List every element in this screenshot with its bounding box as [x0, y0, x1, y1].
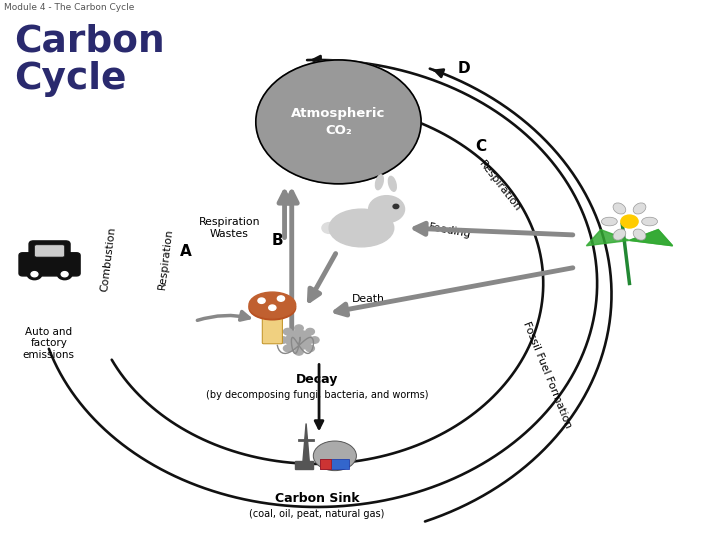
- Polygon shape: [629, 230, 672, 246]
- Text: C: C: [475, 139, 486, 153]
- FancyBboxPatch shape: [29, 241, 70, 260]
- Text: (by decomposing fungi, bacteria, and worms): (by decomposing fungi, bacteria, and wor…: [206, 389, 428, 400]
- Ellipse shape: [642, 217, 657, 226]
- Text: Decay: Decay: [296, 374, 338, 387]
- Ellipse shape: [633, 229, 646, 240]
- Circle shape: [306, 345, 315, 352]
- Circle shape: [31, 272, 38, 277]
- Ellipse shape: [313, 441, 356, 471]
- FancyBboxPatch shape: [320, 458, 331, 469]
- Ellipse shape: [613, 229, 626, 240]
- FancyBboxPatch shape: [320, 458, 349, 469]
- Polygon shape: [629, 230, 672, 246]
- Circle shape: [269, 305, 276, 310]
- Circle shape: [369, 195, 405, 222]
- Circle shape: [621, 215, 638, 228]
- Circle shape: [61, 272, 68, 277]
- Circle shape: [258, 298, 265, 303]
- Circle shape: [294, 325, 303, 332]
- Ellipse shape: [613, 203, 626, 214]
- FancyBboxPatch shape: [19, 253, 80, 276]
- Text: Carbon Sink: Carbon Sink: [274, 492, 359, 505]
- Circle shape: [58, 269, 72, 280]
- Text: Auto and
factory
emissions: Auto and factory emissions: [23, 327, 75, 360]
- Circle shape: [256, 60, 421, 184]
- Ellipse shape: [329, 209, 394, 247]
- Text: Death: Death: [351, 294, 384, 303]
- Text: Atmospheric
CO₂: Atmospheric CO₂: [292, 107, 386, 137]
- Circle shape: [393, 204, 399, 208]
- Polygon shape: [586, 230, 629, 246]
- Ellipse shape: [388, 177, 396, 191]
- Text: Carbon
Cycle: Carbon Cycle: [14, 23, 164, 97]
- Text: (coal, oil, peat, natural gas): (coal, oil, peat, natural gas): [249, 509, 384, 518]
- Circle shape: [284, 345, 292, 352]
- Ellipse shape: [249, 295, 296, 320]
- Circle shape: [294, 349, 303, 355]
- Ellipse shape: [601, 217, 617, 226]
- Circle shape: [322, 222, 336, 233]
- FancyBboxPatch shape: [262, 315, 282, 344]
- Circle shape: [27, 269, 42, 280]
- Text: Respiration
Wastes: Respiration Wastes: [199, 217, 260, 239]
- Text: Feeding: Feeding: [428, 222, 472, 239]
- FancyBboxPatch shape: [35, 245, 65, 257]
- Ellipse shape: [633, 203, 646, 214]
- Text: Module 4 - The Carbon Cycle: Module 4 - The Carbon Cycle: [4, 3, 135, 12]
- Text: A: A: [180, 244, 192, 259]
- Circle shape: [277, 296, 284, 301]
- Text: D: D: [458, 60, 470, 76]
- Text: Fossil Fuel Formation: Fossil Fuel Formation: [521, 320, 573, 430]
- Circle shape: [284, 328, 292, 335]
- Text: Combustion: Combustion: [99, 226, 117, 292]
- FancyBboxPatch shape: [295, 461, 313, 469]
- Ellipse shape: [375, 175, 383, 190]
- Circle shape: [306, 328, 315, 335]
- Text: B: B: [271, 233, 283, 248]
- Circle shape: [286, 330, 312, 350]
- Text: Respiration: Respiration: [477, 159, 523, 214]
- Text: Respiration: Respiration: [157, 228, 175, 291]
- Circle shape: [279, 337, 287, 343]
- Polygon shape: [302, 423, 310, 467]
- Circle shape: [310, 337, 319, 343]
- Ellipse shape: [249, 292, 296, 318]
